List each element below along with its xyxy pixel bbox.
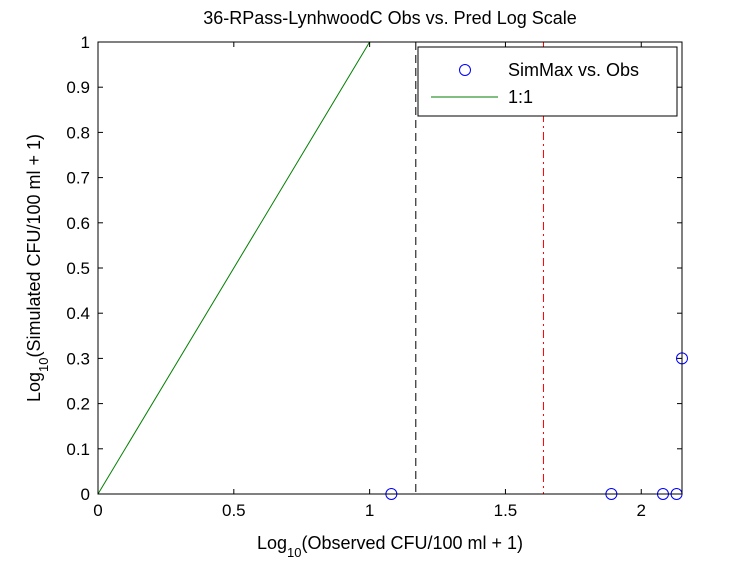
x-tick-label: 0.5 — [222, 501, 246, 520]
y-axis: 0 0.1 0.2 0.3 0.4 0.5 0.6 0.7 0.8 0.9 1 — [66, 33, 682, 504]
chart-title: 36-RPass-LynhwoodC Obs vs. Pred Log Scal… — [203, 8, 577, 28]
y-axis-title-prefix: Log — [24, 372, 44, 402]
legend: SimMax vs. Obs 1:1 — [417, 46, 678, 117]
legend-marker-circle — [459, 64, 471, 76]
y-tick-label: 0.6 — [66, 214, 90, 233]
x-axis-title-suffix: (Observed CFU/100 ml + 1) — [301, 533, 523, 553]
y-tick-label: 0.5 — [66, 259, 90, 278]
series-line-1to1 — [97, 41, 371, 495]
y-axis-title: Log10(Simulated CFU/100 ml + 1) — [24, 134, 51, 402]
y-tick-label: 0.9 — [66, 78, 90, 97]
x-axis-title: Log10(Observed CFU/100 ml + 1) — [257, 533, 523, 560]
x-tick-label: 1 — [365, 501, 374, 520]
x-axis: 0 0.5 1 1.5 2 — [93, 42, 646, 520]
y-tick-label: 0 — [81, 485, 90, 504]
y-tick-label: 0.3 — [66, 349, 90, 368]
legend-label-simmax: SimMax vs. Obs — [508, 60, 639, 80]
x-tick-label: 0 — [93, 501, 102, 520]
y-tick-label: 0.2 — [66, 395, 90, 414]
y-tick-label: 0.7 — [66, 169, 90, 188]
y-tick-label: 0.8 — [66, 123, 90, 142]
plot-area — [98, 42, 682, 494]
legend-box — [417, 46, 678, 117]
y-tick-label: 0.4 — [66, 304, 90, 323]
y-axis-title-suffix: (Simulated CFU/100 ml + 1) — [24, 134, 44, 358]
y-tick-label: 1 — [81, 33, 90, 52]
x-axis-title-subscript: 10 — [287, 545, 301, 560]
x-tick-label: 2 — [637, 501, 646, 520]
x-axis-title-prefix: Log — [257, 533, 287, 553]
y-axis-title-subscript: 10 — [36, 358, 51, 372]
reference-lines — [415, 42, 544, 494]
y-tick-label: 0.1 — [66, 440, 90, 459]
x-tick-label: 1.5 — [494, 501, 518, 520]
legend-label-1to1: 1:1 — [508, 87, 533, 107]
